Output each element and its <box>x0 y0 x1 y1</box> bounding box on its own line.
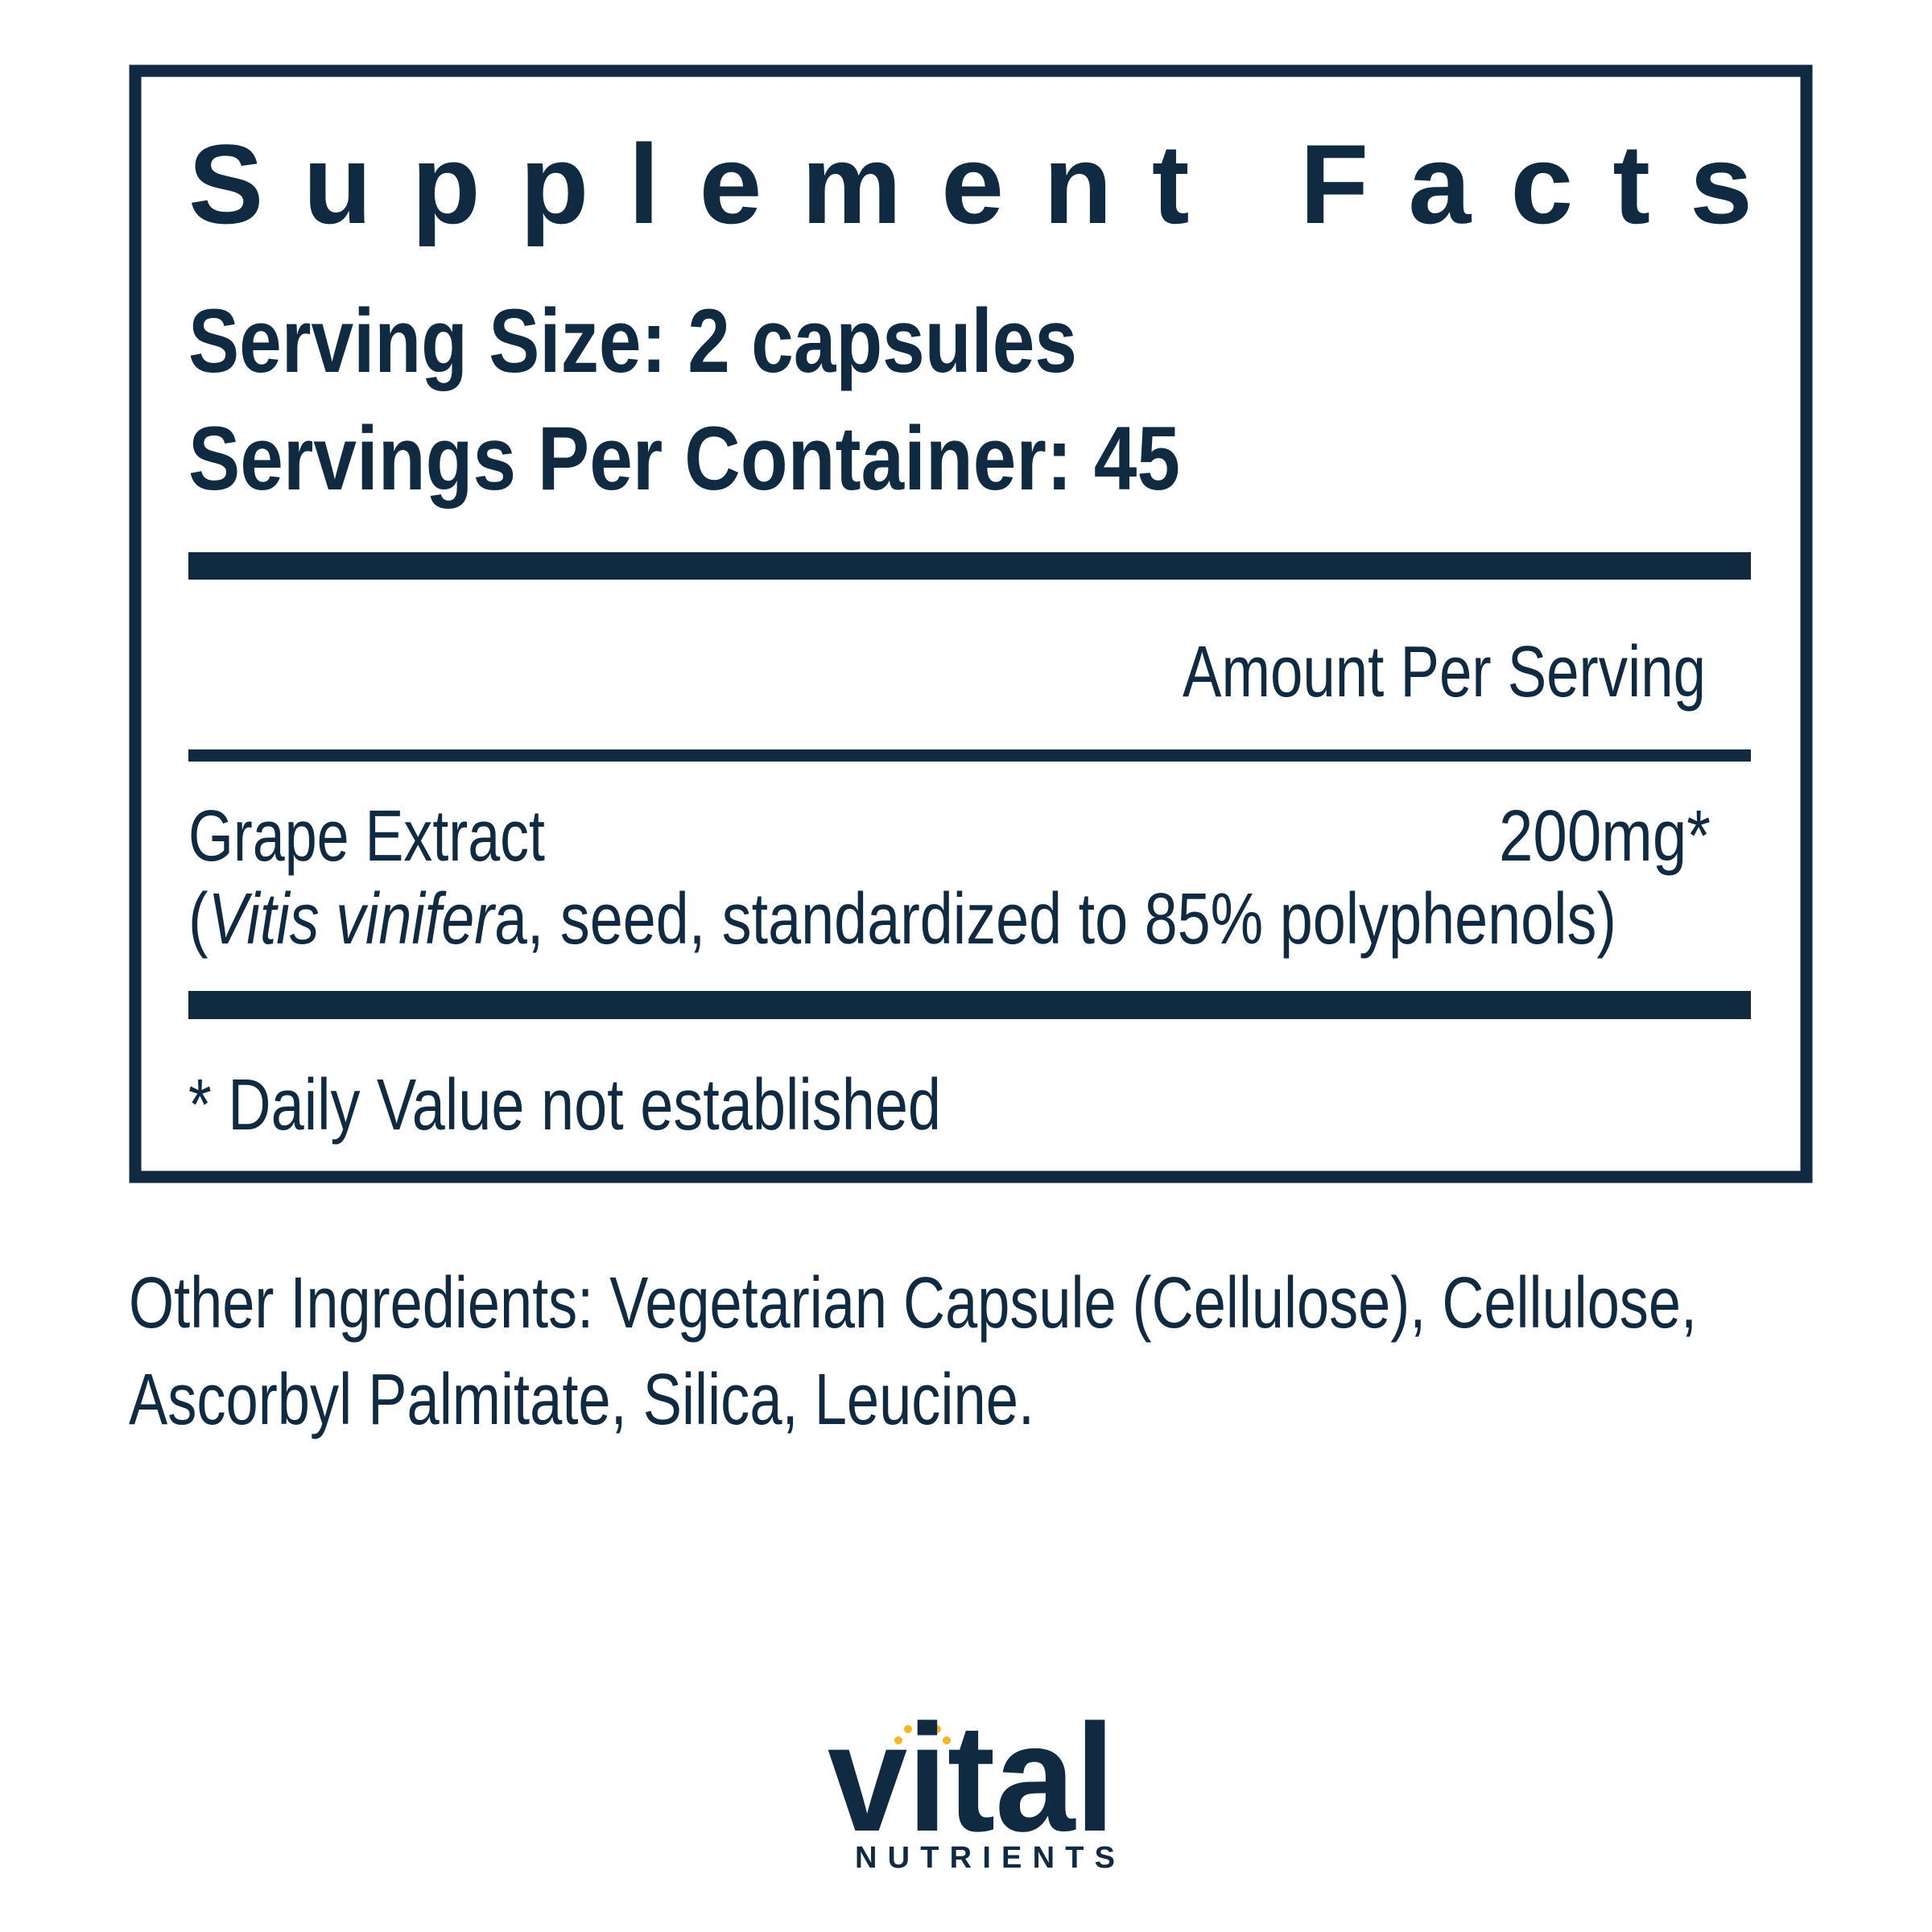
other-ingredients: Ascorbyl Palmitate, Silica, Leucine. <box>129 1360 1034 1440</box>
brand-tagline: NUTRIENTS <box>855 1841 1115 1875</box>
footnote: * Daily Value not established <box>188 1065 941 1146</box>
logo-sun <box>894 1719 951 1744</box>
text-italic: Vitis vinifer <box>208 879 497 960</box>
title: Supplement Facts <box>188 121 1752 247</box>
brand-name: vital <box>828 1693 1115 1864</box>
serving-size: Serving Size: 2 capsules <box>188 291 1077 391</box>
divider-thick <box>188 991 1751 1019</box>
facts-box <box>129 64 1813 1183</box>
ingredient-name: Grape Extract <box>188 796 545 877</box>
servings-per-container: Servings Per Container: 45 <box>188 408 1180 509</box>
column-header: Amount Per Serving <box>1183 632 1706 712</box>
other-ingredients: Other Ingredients: Vegetarian Capsule (C… <box>129 1263 1697 1344</box>
text: a, seed, standardized to 85% polyphenols… <box>494 879 1616 960</box>
divider-thick <box>188 552 1751 580</box>
text: ( <box>188 879 208 960</box>
divider-thin <box>188 749 1751 762</box>
ingredient-description: (Vitis vinifera, seed, standardized to 8… <box>188 879 1616 960</box>
ingredient-amount: 200mg* <box>1499 796 1711 877</box>
